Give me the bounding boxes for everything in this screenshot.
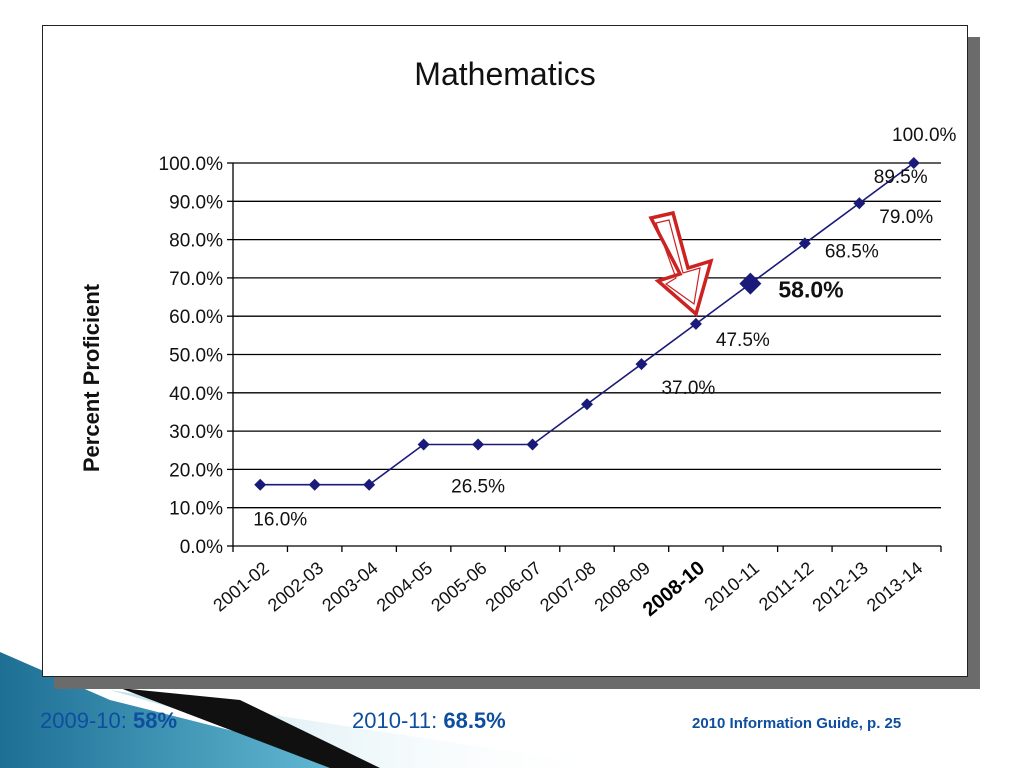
data-label: 16.0% <box>253 510 307 531</box>
x-tick-label: 2012-13 <box>808 558 871 616</box>
source-note: 2010 Information Guide, p. 25 <box>692 715 902 732</box>
y-tick-label: 80.0% <box>169 231 223 252</box>
y-tick-label: 70.0% <box>169 269 223 290</box>
series-line-path <box>260 162 915 486</box>
data-point <box>907 157 920 169</box>
data-label: 58.0% <box>778 277 843 303</box>
y-axis-label: Percent Proficient <box>79 283 104 472</box>
caption-left-label: 2009-10: <box>40 708 133 733</box>
x-tick-label: 2003-04 <box>318 558 381 616</box>
data-label: 47.5% <box>716 330 770 351</box>
line-chart: Mathematics Percent Proficient 0.0% 10.0%… <box>79 56 957 621</box>
x-tick-label: 2006-07 <box>482 558 545 616</box>
x-tick-label: 2011-12 <box>755 558 817 615</box>
series-line <box>254 157 920 491</box>
x-tick-label: 2001-02 <box>209 558 272 616</box>
y-tick-label: 60.0% <box>169 307 223 328</box>
data-point <box>417 438 430 451</box>
x-tick-label: 2007-08 <box>536 558 599 616</box>
y-tick-label: 50.0% <box>169 346 223 367</box>
x-tick-label: 2002-03 <box>264 558 327 616</box>
data-label: 37.0% <box>661 378 715 399</box>
x-tick-label: 2010-11 <box>701 558 763 615</box>
data-point <box>689 317 702 330</box>
corner-swoosh-teal <box>0 652 380 768</box>
caption-left-value: 58% <box>132 708 178 733</box>
y-tick-label: 40.0% <box>169 384 223 405</box>
data-point <box>581 398 593 411</box>
data-point <box>254 478 267 491</box>
y-tick-label: 10.0% <box>169 499 223 520</box>
x-tick-label: 2004-05 <box>373 558 436 616</box>
y-tick-label: 30.0% <box>169 422 223 443</box>
data-point <box>853 197 866 210</box>
y-tick-label: 90.0% <box>169 192 223 213</box>
data-point <box>363 478 376 491</box>
y-tick-label: 0.0% <box>180 537 223 558</box>
caption-mid-value: 68.5% <box>443 708 506 733</box>
chart-title: Mathematics <box>414 56 595 92</box>
data-label: 68.5% <box>825 241 879 262</box>
corner-swoosh-dark <box>120 688 380 768</box>
y-tick-label: 20.0% <box>169 460 223 481</box>
data-point <box>472 438 485 451</box>
x-tick-label: 2013-14 <box>863 558 926 616</box>
data-point <box>635 358 648 371</box>
data-label: 100.0% <box>892 125 957 146</box>
chart-frame: Mathematics Percent Proficient 0.0% 10.0%… <box>42 25 968 677</box>
y-axis-ticks: 0.0% 10.0% 20.0% 30.0% 40.0% 50.0% 60.0% 70.0% 8… <box>159 154 233 558</box>
data-label: 79.0% <box>879 207 933 228</box>
data-point <box>739 272 762 295</box>
x-axis: 2001-022002-032003-042004-052005-062006-… <box>209 163 942 621</box>
x-tick-label: 2005-06 <box>427 558 490 616</box>
caption-2009-10: 2009-10: 58% <box>40 708 177 734</box>
y-tick-label: 100.0% <box>159 154 224 175</box>
data-point <box>526 438 539 451</box>
data-point <box>798 237 811 250</box>
data-point <box>308 478 321 491</box>
caption-2010-11: 2010-11: 68.5% <box>352 708 506 734</box>
data-label: 89.5% <box>874 167 928 188</box>
caption-mid-label: 2010-11: <box>352 708 444 733</box>
gridlines <box>233 162 941 509</box>
data-labels: 16.0% 26.5% 37.0% 47.5% 58.0% 68.5%79.0% 89.5%… <box>253 125 956 531</box>
highlight-arrow-icon <box>648 210 714 318</box>
data-label: 26.5% <box>451 477 505 498</box>
x-tick-label: 2008-10 <box>639 557 709 621</box>
